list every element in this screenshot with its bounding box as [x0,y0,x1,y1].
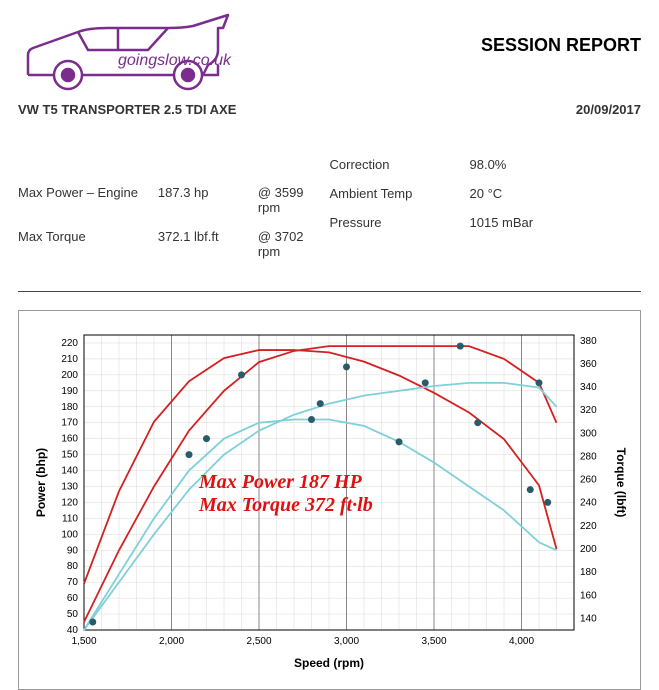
svg-text:130: 130 [61,481,78,492]
dyno-chart: 1,500 2,000 2,500 3,000 3,500 4,000 40 50 60 70 80… [18,310,641,690]
svg-text:220: 220 [580,521,597,532]
svg-text:190: 190 [61,386,78,397]
svg-text:180: 180 [61,402,78,413]
max-torque-rpm: @ 3702 rpm [258,229,330,259]
svg-text:1,500: 1,500 [71,636,96,647]
logo-text: goingslow.co.uk [118,52,232,69]
brand-logo: goingslow.co.uk [18,10,248,100]
svg-text:40: 40 [67,625,79,636]
svg-text:3,000: 3,000 [334,636,359,647]
svg-text:180: 180 [580,567,597,578]
annotation-torque: Max Torque 372 ft·lb [199,494,373,517]
svg-text:200: 200 [61,370,78,381]
svg-text:260: 260 [580,475,597,486]
ambient-value: 20 °C [470,186,570,201]
pressure-label: Pressure [330,215,470,230]
svg-text:Power (bhp): Power (bhp) [34,448,48,517]
svg-text:140: 140 [580,613,597,624]
svg-text:60: 60 [67,593,79,604]
report-title: SESSION REPORT [481,10,641,56]
divider [18,291,641,292]
svg-text:280: 280 [580,451,597,462]
stats-right-column: Correction 98.0% Ambient Temp 20 °C Pres… [330,157,642,273]
svg-text:210: 210 [61,354,78,365]
svg-text:320: 320 [580,405,597,416]
svg-text:120: 120 [61,497,78,508]
svg-text:160: 160 [580,590,597,601]
svg-text:70: 70 [67,577,79,588]
stats-left-column: Max Power – Engine 187.3 hp @ 3599 rpm M… [18,185,330,273]
svg-text:220: 220 [61,338,78,349]
max-power-value: 187.3 hp [158,185,258,215]
correction-value: 98.0% [470,157,570,172]
svg-text:110: 110 [62,513,78,524]
max-power-rpm: @ 3599 rpm [258,185,330,215]
svg-text:3,500: 3,500 [421,636,446,647]
correction-label: Correction [330,157,470,172]
svg-text:160: 160 [61,434,78,445]
svg-text:90: 90 [67,545,79,556]
svg-text:80: 80 [67,561,79,572]
ambient-label: Ambient Temp [330,186,470,201]
svg-text:300: 300 [580,428,597,439]
svg-text:170: 170 [61,418,78,429]
session-date: 20/09/2017 [576,102,641,117]
svg-text:150: 150 [61,450,78,461]
svg-text:240: 240 [580,498,597,509]
svg-text:200: 200 [580,544,597,555]
svg-text:100: 100 [61,529,78,540]
max-power-label: Max Power – Engine [18,185,158,215]
svg-text:Speed (rpm): Speed (rpm) [294,656,364,670]
svg-text:140: 140 [61,466,78,477]
pressure-value: 1015 mBar [470,215,570,230]
vehicle-name: VW T5 TRANSPORTER 2.5 TDI AXE [18,102,236,117]
svg-text:360: 360 [580,359,597,370]
svg-text:Torque (lbft): Torque (lbft) [614,448,628,518]
svg-text:50: 50 [67,609,79,620]
svg-text:380: 380 [580,336,597,347]
annotation-power: Max Power 187 HP [199,471,373,494]
max-torque-label: Max Torque [18,229,158,259]
svg-text:2,500: 2,500 [246,636,271,647]
svg-text:340: 340 [580,382,597,393]
svg-text:2,000: 2,000 [159,636,184,647]
max-torque-value: 372.1 lbf.ft [158,229,258,259]
svg-text:4,000: 4,000 [509,636,534,647]
